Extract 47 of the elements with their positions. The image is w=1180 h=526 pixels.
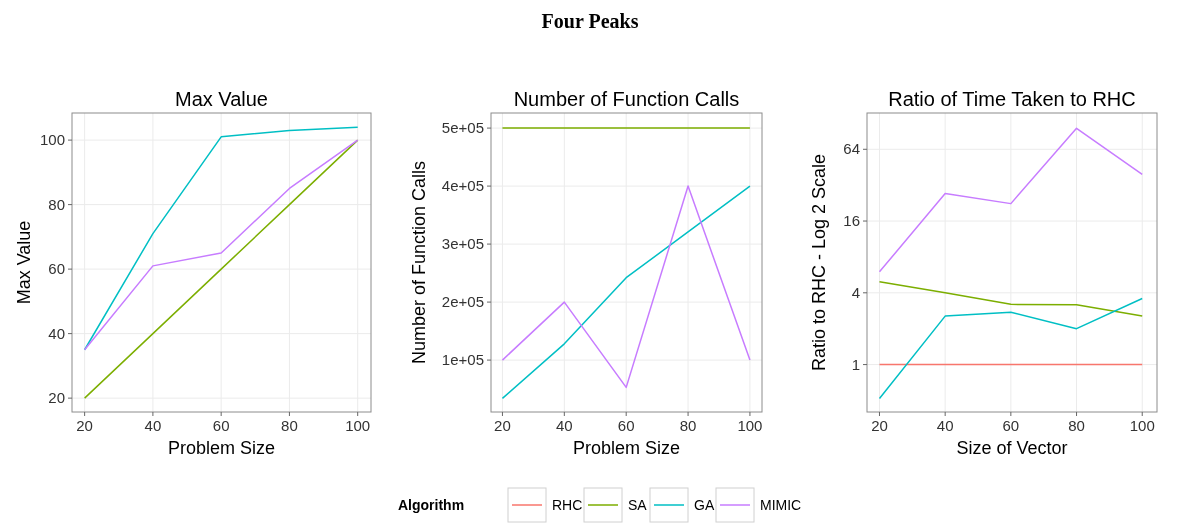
x-tick-label: 60 <box>1002 417 1020 434</box>
x-tick-label: 100 <box>1129 417 1155 434</box>
x-tick-label: 40 <box>936 417 954 434</box>
legend-label: SA <box>628 497 648 513</box>
y-axis-title: Max Value <box>14 220 34 305</box>
x-tick-label: 40 <box>144 417 162 434</box>
x-tick-label: 20 <box>871 417 888 434</box>
y-tick-label: 80 <box>48 195 65 213</box>
legend-title: Algorithm <box>398 497 465 513</box>
y-tick-label: 4e+05 <box>441 177 484 195</box>
x-axis-title: Size of Vector <box>956 438 1068 458</box>
x-tick-label: 20 <box>494 417 511 434</box>
y-tick-label: 1e+05 <box>441 351 484 369</box>
text: Four Peaks <box>541 10 639 32</box>
x-tick-label: 80 <box>679 417 697 434</box>
x-axis-title: Problem Size <box>572 438 681 458</box>
legend-label: GA <box>694 497 715 513</box>
y-tick-label: 40 <box>48 324 65 342</box>
y-axis-title: Number of Function Calls <box>409 160 429 365</box>
y-tick-label: 60 <box>48 260 65 278</box>
x-tick-label: 100 <box>737 417 763 434</box>
line-series <box>878 127 1143 273</box>
y-tick-label: 64 <box>843 140 860 158</box>
x-tick-label: 60 <box>212 417 230 434</box>
chart-title: Ratio of Time Taken to RHC <box>888 88 1136 110</box>
y-tick-label: 4 <box>851 283 860 301</box>
chart-title: Number of Function Calls <box>513 88 740 110</box>
x-tick-label: 20 <box>76 417 93 434</box>
x-axis-title: Problem Size <box>167 438 276 458</box>
x-tick-label: 100 <box>345 417 371 434</box>
y-axis-title: Ratio to RHC - Log 2 Scale <box>809 153 829 372</box>
x-tick-label: 60 <box>617 417 635 434</box>
y-tick-label: 100 <box>39 131 65 149</box>
y-tick-label: 20 <box>48 389 65 407</box>
y-tick-label: 5e+05 <box>441 119 484 137</box>
x-tick-label: 80 <box>1068 417 1085 434</box>
line-series <box>878 281 1143 317</box>
chart-title: Max Value <box>174 88 269 110</box>
x-tick-label: 40 <box>555 417 573 434</box>
y-tick-label: 3e+05 <box>441 235 484 253</box>
y-tick-label: 2e+05 <box>441 293 484 311</box>
x-tick-label: 80 <box>281 417 298 434</box>
legend-label: RHC <box>552 497 583 513</box>
y-tick-label: 16 <box>843 212 860 230</box>
y-tick-label: 1 <box>851 355 860 373</box>
legend-label: MIMIC <box>760 497 802 513</box>
line-series <box>878 297 1143 400</box>
